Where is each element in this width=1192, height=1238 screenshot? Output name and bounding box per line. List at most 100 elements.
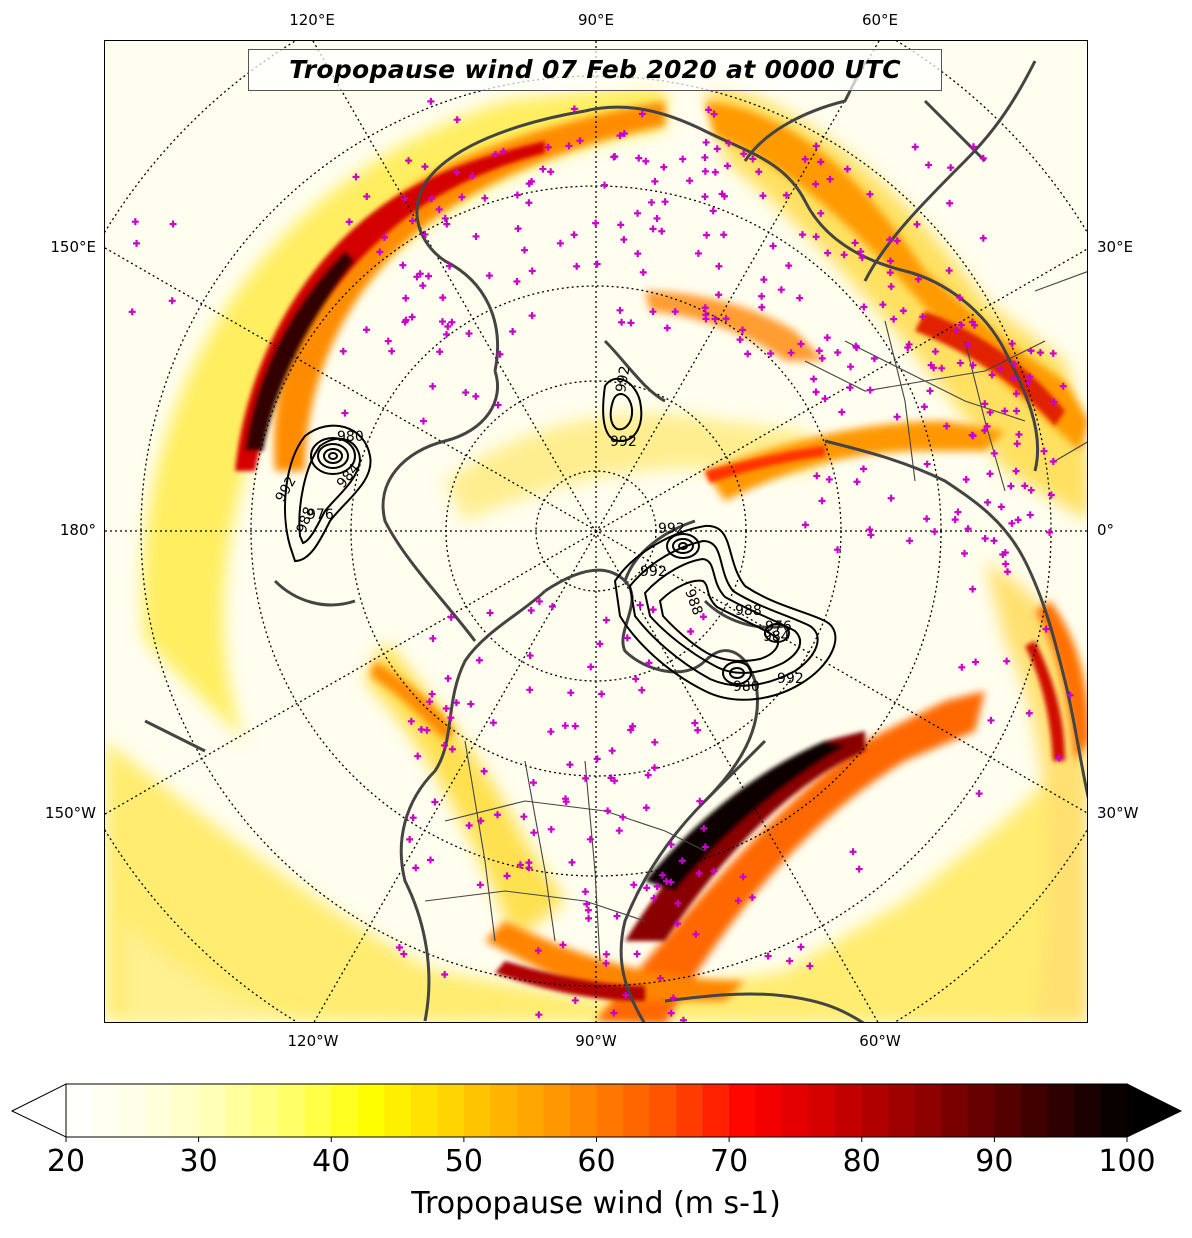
observation-marker	[128, 308, 136, 316]
observation-marker	[930, 364, 938, 372]
observation-marker	[429, 382, 437, 390]
observation-marker	[427, 97, 435, 105]
observation-marker	[448, 745, 456, 753]
observation-marker	[539, 165, 547, 173]
observation-marker	[619, 813, 627, 821]
observation-marker	[602, 959, 610, 967]
observation-marker	[679, 155, 687, 163]
observation-marker	[653, 882, 661, 890]
contour-label: 980	[733, 679, 760, 695]
observation-marker	[946, 199, 954, 207]
observation-marker	[634, 209, 642, 217]
observation-marker	[969, 361, 977, 369]
observation-marker	[412, 864, 420, 872]
colorbar-segment	[145, 1084, 173, 1137]
observation-markers	[128, 97, 1074, 1022]
observation-marker	[849, 848, 857, 856]
observation-marker	[405, 157, 413, 165]
observation-marker	[587, 663, 595, 671]
observation-marker	[566, 761, 574, 769]
observation-marker	[879, 301, 887, 309]
colorbar-segment	[755, 1084, 783, 1137]
observation-marker	[486, 609, 494, 617]
observation-marker	[447, 714, 455, 722]
observation-marker	[363, 192, 371, 200]
observation-marker	[648, 198, 656, 206]
observation-marker	[853, 478, 861, 486]
observation-marker	[585, 914, 593, 922]
observation-marker	[801, 521, 809, 529]
observation-marker	[547, 168, 555, 176]
observation-marker	[525, 859, 533, 867]
observation-marker	[458, 193, 466, 201]
colorbar-segment	[384, 1084, 412, 1137]
observation-marker	[529, 779, 537, 787]
observation-marker	[710, 110, 718, 118]
observation-marker	[818, 497, 826, 505]
observation-marker	[570, 105, 578, 113]
observation-marker	[748, 893, 756, 901]
colorbar-segment	[596, 1084, 624, 1137]
observation-marker	[526, 652, 534, 660]
observation-marker	[561, 722, 569, 730]
observation-marker	[1021, 482, 1029, 490]
lon-label-top-90e: 90°E	[577, 11, 615, 29]
observation-marker	[1042, 625, 1050, 633]
observation-marker	[931, 348, 939, 356]
lon-label-top-60e: 60°E	[861, 11, 899, 29]
observation-marker	[931, 528, 939, 536]
colorbar-tick-label: 80	[842, 1144, 881, 1179]
observation-marker	[806, 962, 814, 970]
contour-label: 984	[763, 629, 790, 645]
observation-marker	[645, 659, 653, 667]
observation-marker	[812, 388, 820, 396]
colorbar-segment	[1047, 1084, 1075, 1137]
observation-marker	[701, 153, 709, 161]
colorbar-segment	[225, 1084, 253, 1137]
observation-marker	[616, 306, 624, 314]
observation-marker	[462, 388, 470, 396]
observation-marker	[1046, 528, 1054, 536]
observation-marker	[503, 872, 511, 880]
observation-marker	[620, 129, 628, 137]
colorbar-segment	[914, 1084, 942, 1137]
observation-marker	[444, 323, 452, 331]
observation-marker	[593, 260, 601, 268]
colorbar-segment	[569, 1084, 598, 1137]
observation-marker	[362, 326, 370, 334]
contour-label: 992	[777, 671, 804, 687]
observation-marker	[443, 330, 451, 338]
observation-marker	[559, 941, 567, 949]
observation-marker	[615, 827, 623, 835]
observation-marker	[713, 145, 721, 153]
observation-marker	[969, 585, 977, 593]
observation-marker	[548, 603, 556, 611]
observation-marker	[899, 307, 907, 315]
observation-marker	[428, 690, 436, 698]
observation-marker	[661, 198, 669, 206]
observation-marker	[658, 227, 666, 235]
observation-marker	[767, 350, 775, 358]
observation-marker	[981, 426, 989, 434]
observation-marker	[972, 658, 980, 666]
observation-marker	[617, 221, 625, 229]
colorbar-segment	[649, 1084, 677, 1137]
colorbar-tick-label: 60	[577, 1144, 616, 1179]
observation-marker	[860, 303, 868, 311]
observation-marker	[425, 272, 433, 280]
observation-marker	[1049, 458, 1057, 466]
observation-marker	[943, 422, 951, 430]
observation-marker	[1013, 440, 1021, 448]
observation-marker	[427, 195, 435, 203]
observation-marker	[556, 239, 564, 247]
observation-marker	[945, 267, 953, 275]
observation-marker	[1024, 379, 1032, 387]
observation-marker	[696, 797, 704, 805]
observation-marker	[520, 246, 528, 254]
observation-marker	[739, 326, 747, 334]
observation-marker	[467, 700, 475, 708]
colorbar-segment	[437, 1084, 465, 1137]
observation-marker	[669, 994, 677, 1002]
observation-marker	[969, 143, 977, 151]
observation-marker	[649, 606, 657, 614]
